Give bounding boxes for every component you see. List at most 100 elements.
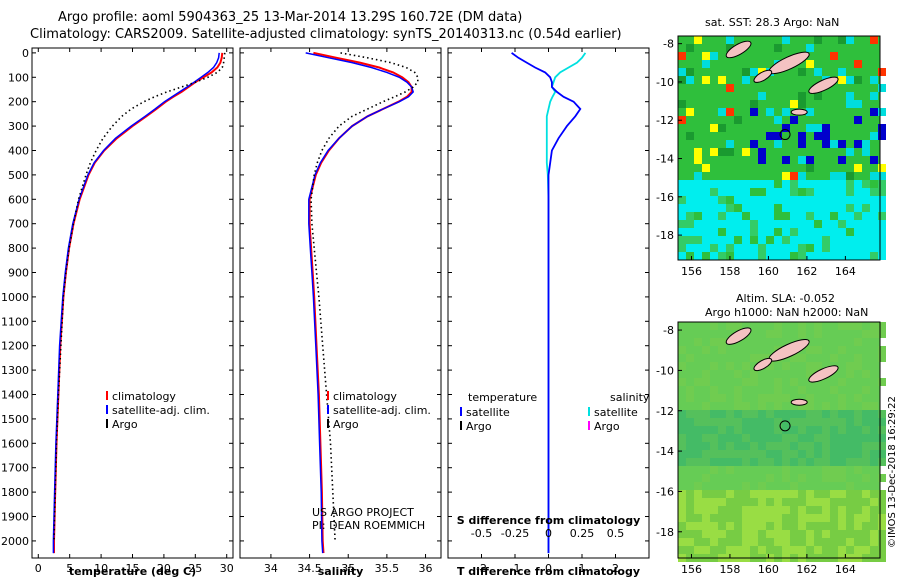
sla-map-cell	[806, 546, 814, 554]
sla-map-cell	[862, 434, 870, 442]
sla-map-cell	[758, 442, 766, 450]
sla-map-cell	[854, 434, 862, 442]
title-line-1: Argo profile: aoml 5904363_25 13-Mar-201…	[58, 10, 523, 25]
sla-map-cell	[678, 514, 686, 522]
sla-map-cell	[694, 450, 702, 458]
sst-map-cell	[782, 204, 790, 212]
sla-map-cell	[702, 378, 710, 386]
sla-map-cell	[726, 418, 734, 426]
sst-map-cell	[686, 188, 694, 196]
sla-map-cell	[758, 522, 766, 530]
sst-map-cell	[838, 212, 846, 220]
difference-x-tick-label: 0	[545, 562, 552, 575]
sst-map-cell	[798, 92, 806, 100]
sst-map-cell	[806, 212, 814, 220]
sst-map-cell	[774, 188, 782, 196]
sla-map-cell	[846, 434, 854, 442]
sla-map-cell	[838, 426, 846, 434]
sst-map-cell	[750, 68, 758, 76]
sla-map-cell	[758, 506, 766, 514]
sla-map-cell	[878, 450, 886, 458]
temperature-x-tick-label: 5	[66, 562, 73, 575]
sst-map-cell	[814, 236, 822, 244]
sst-map-cell	[878, 68, 886, 76]
sst-map-cell	[846, 196, 854, 204]
sst-map-cell	[862, 228, 870, 236]
sla-map-cell	[790, 482, 798, 490]
sla-map-cell	[726, 514, 734, 522]
sla-map-cell	[806, 418, 814, 426]
sla-map-cell	[718, 434, 726, 442]
sla-map-cell	[750, 458, 758, 466]
sst-map-cell	[710, 124, 718, 132]
sla-map-cell	[782, 530, 790, 538]
sla-map-cell	[862, 498, 870, 506]
sla-map-cell	[718, 346, 726, 354]
sla-map-cell	[694, 546, 702, 554]
sla-map-cell	[782, 466, 790, 474]
salinity-legend-swatch	[327, 391, 329, 400]
sla-map-cell	[870, 330, 878, 338]
sla-lat-tick-label: -12	[656, 405, 674, 418]
sla-map-cell	[838, 402, 846, 410]
sla-map-cell	[782, 474, 790, 482]
temperature-legend-label: climatology	[112, 390, 176, 403]
sla-map-cell	[702, 538, 710, 546]
sla-map-cell	[742, 362, 750, 370]
sla-map-cell	[830, 514, 838, 522]
sla-map-cell	[702, 442, 710, 450]
sla-map-cell	[830, 458, 838, 466]
sla-map-cell	[806, 442, 814, 450]
sla-map-cell	[838, 522, 846, 530]
sst-map-cell	[678, 204, 686, 212]
sla-map-cell	[838, 514, 846, 522]
sla-map-cell	[782, 490, 790, 498]
sst-map-cell	[862, 236, 870, 244]
sla-map-cell	[758, 482, 766, 490]
sla-map-title-1: Altim. SLA: -0.052	[736, 292, 836, 305]
sst-map-cell	[782, 244, 790, 252]
temperature-x-tick-label: 0	[35, 562, 42, 575]
sla-map-cell	[774, 530, 782, 538]
sla-map-cell	[742, 458, 750, 466]
sla-map-cell	[798, 386, 806, 394]
sst-map-cell	[798, 212, 806, 220]
sla-map-cell	[774, 418, 782, 426]
sla-map-cell	[838, 458, 846, 466]
sst-map-cell	[710, 228, 718, 236]
sla-map-cell	[870, 514, 878, 522]
sla-map-cell	[878, 330, 886, 338]
sla-map-cell	[838, 530, 846, 538]
sla-map-cell	[726, 426, 734, 434]
sst-map-cell	[838, 188, 846, 196]
difference-s-tick-label: 0	[545, 527, 552, 540]
sla-map-cell	[830, 442, 838, 450]
sla-map-cell	[806, 530, 814, 538]
sla-map-cell	[726, 434, 734, 442]
sla-island	[753, 357, 773, 372]
sst-map-cell	[878, 164, 886, 172]
sst-map-cell	[846, 188, 854, 196]
sst-map-cell	[694, 220, 702, 228]
sla-map-cell	[750, 450, 758, 458]
sla-map-cell	[774, 442, 782, 450]
sla-map-cell	[814, 434, 822, 442]
sla-map-cell	[718, 426, 726, 434]
sst-map-cell	[846, 220, 854, 228]
depth-tick-label: 0	[22, 47, 29, 60]
sla-map-cell	[862, 522, 870, 530]
sst-map-cell	[814, 124, 822, 132]
sst-map-cell	[750, 180, 758, 188]
sst-map-cell	[718, 180, 726, 188]
sla-map-cell	[766, 538, 774, 546]
sla-map-cell	[678, 538, 686, 546]
sst-map-cell	[822, 236, 830, 244]
sst-map-cell	[854, 164, 862, 172]
sla-map-cell	[878, 346, 886, 354]
sst-map-cell	[806, 252, 814, 260]
sst-map-title: sat. SST: 28.3 Argo: NaN	[705, 16, 840, 29]
sst-map-cell	[742, 220, 750, 228]
sla-map-cell	[798, 442, 806, 450]
sla-map-cell	[774, 378, 782, 386]
difference-s-tick-label: -0.25	[501, 527, 529, 540]
